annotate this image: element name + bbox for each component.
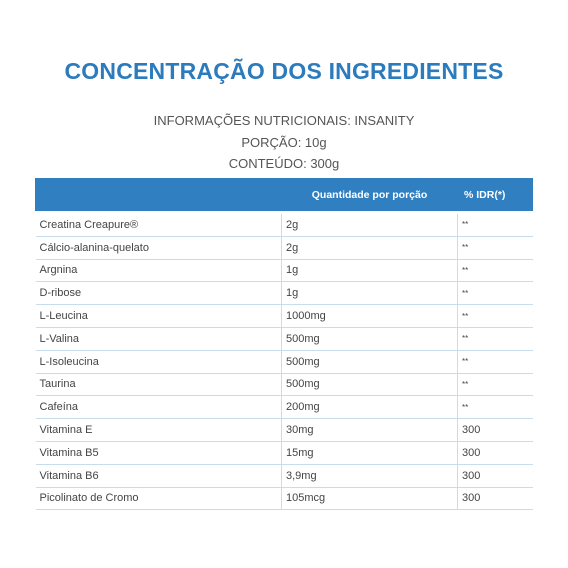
- header-cell: [35, 178, 282, 213]
- table-cell: 500mg: [281, 372, 458, 397]
- table-cell: Vitamina B6: [35, 463, 282, 488]
- table-cell: **: [457, 281, 533, 306]
- table-cell: 300: [457, 463, 533, 488]
- table-cell: 2g: [281, 211, 458, 237]
- table-cell: 200mg: [281, 395, 458, 420]
- table-row: L-Isoleucina 500mg **: [35, 349, 533, 374]
- table-row: Vitamina B6 3,9mg 300: [35, 463, 533, 488]
- table-cell: Taurina: [35, 372, 282, 397]
- subtitle: CONTEÚDO: 300g: [228, 156, 340, 171]
- table-row: Taurina 500mg **: [35, 372, 533, 397]
- table-cell: Creatina Creapure®: [35, 211, 282, 237]
- table-cell: Cálcio-alanina-quelato: [35, 235, 282, 260]
- table-row: Cálcio-alanina-quelato 2g **: [35, 235, 533, 260]
- table-cell: D-ribose: [35, 281, 282, 306]
- table-cell: **: [457, 372, 533, 397]
- table-cell: **: [457, 395, 533, 420]
- subtitle: PORÇÃO: 10g: [241, 135, 327, 150]
- table-cell: 300: [457, 440, 533, 465]
- table-row: L-Valina 500mg **: [35, 326, 533, 351]
- table-cell: Vitamina E: [35, 418, 282, 442]
- table-cell: **: [457, 258, 533, 283]
- table-cell: L-Valina: [35, 326, 282, 351]
- header-row: Quantidade por porção % IDR(*): [35, 178, 533, 213]
- table-cell: 1000mg: [281, 304, 458, 328]
- table-cell: 1g: [281, 258, 458, 283]
- table-cell: 500mg: [281, 349, 458, 374]
- table-row: Vitamina E 30mg 300: [35, 418, 533, 442]
- table-cell: 30mg: [281, 418, 458, 442]
- table-row: Argnina 1g **: [35, 258, 533, 283]
- table-cell: 500mg: [281, 326, 458, 351]
- table-cell: 1g: [281, 281, 458, 306]
- table-cell: **: [457, 304, 533, 328]
- table-cell: 2g: [281, 235, 458, 260]
- table-cell: 300: [457, 418, 533, 442]
- table-cell: L-Isoleucina: [35, 349, 282, 374]
- table-cell: 300: [457, 486, 533, 511]
- table-cell: **: [457, 211, 533, 237]
- table-row: D-ribose 1g **: [35, 281, 533, 306]
- table-cell: 15mg: [281, 440, 458, 465]
- nutrition-table: Quantidade por porção % IDR(*) Creatina …: [35, 178, 533, 511]
- table-cell: Cafeína: [35, 395, 282, 420]
- header-cell: Quantidade por porção: [281, 178, 458, 213]
- table-cell: **: [457, 326, 533, 351]
- table-row: Vitamina B5 15mg 300: [35, 440, 533, 465]
- table-row: Creatina Creapure® 2g **: [35, 211, 533, 237]
- table-cell: Argnina: [35, 258, 282, 283]
- table-body: Creatina Creapure® 2g ** Cálcio-alanina-que…: [35, 211, 533, 511]
- table-cell: 105mcg: [281, 486, 458, 511]
- table-cell: **: [457, 235, 533, 260]
- table-row: L-Leucina 1000mg **: [35, 304, 533, 328]
- table-cell: **: [457, 349, 533, 374]
- table-row: Cafeína 200mg **: [35, 395, 533, 420]
- subtitle: INFORMAÇÕES NUTRICIONAIS: INSANITY: [153, 113, 415, 128]
- title: CONCENTRAÇÃO DOS INGREDIENTES: [64, 58, 504, 84]
- header-cell: % IDR(*): [457, 178, 533, 213]
- table-cell: Vitamina B5: [35, 440, 282, 465]
- table-cell: L-Leucina: [35, 304, 282, 328]
- table-cell: Picolinato de Cromo: [35, 486, 282, 511]
- table-cell: 3,9mg: [281, 463, 458, 488]
- table-row: Picolinato de Cromo 105mcg 300: [35, 486, 533, 511]
